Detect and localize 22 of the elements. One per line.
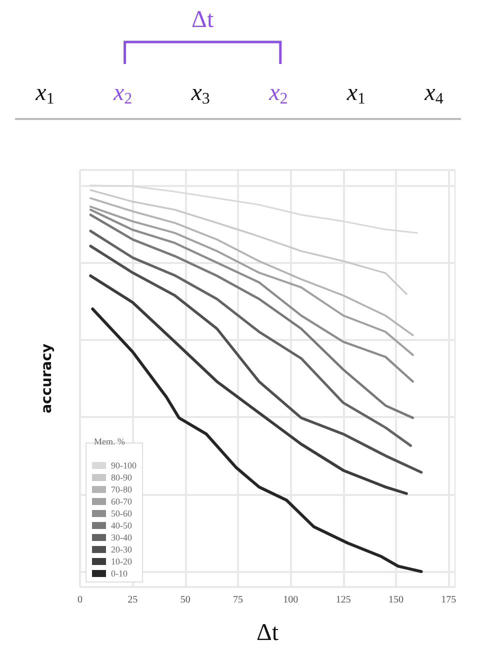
text: Δt xyxy=(192,7,214,33)
x-tick-label: 75 xyxy=(233,594,244,606)
legend-label: 60-70 xyxy=(111,496,132,506)
x-tick-label: 175 xyxy=(441,594,456,606)
legend-label: 70-80 xyxy=(111,484,132,494)
legend-label: 20-30 xyxy=(111,544,132,554)
legend-label: 90-100 xyxy=(111,460,137,470)
y-axis-title: accuracy xyxy=(39,344,55,414)
legend-label: 80-90 xyxy=(111,472,132,482)
x-tick-label: 25 xyxy=(128,594,138,606)
x-tick-label: 50 xyxy=(180,594,190,606)
x-tick-label: 100 xyxy=(283,594,298,606)
x-axis-title: Δt xyxy=(256,620,279,646)
legend-title: Mem. % xyxy=(94,436,126,446)
legend-label: 10-20 xyxy=(111,556,132,566)
x-tick-label: 0 xyxy=(78,594,82,606)
legend-label: 30-40 xyxy=(111,532,132,542)
legend-label: 0-10 xyxy=(111,568,128,578)
x-tick-label: 125 xyxy=(336,594,351,606)
legend-label: 50-60 xyxy=(111,508,132,518)
legend-label: 40-50 xyxy=(111,520,132,530)
x-tick-label: 150 xyxy=(388,594,404,606)
